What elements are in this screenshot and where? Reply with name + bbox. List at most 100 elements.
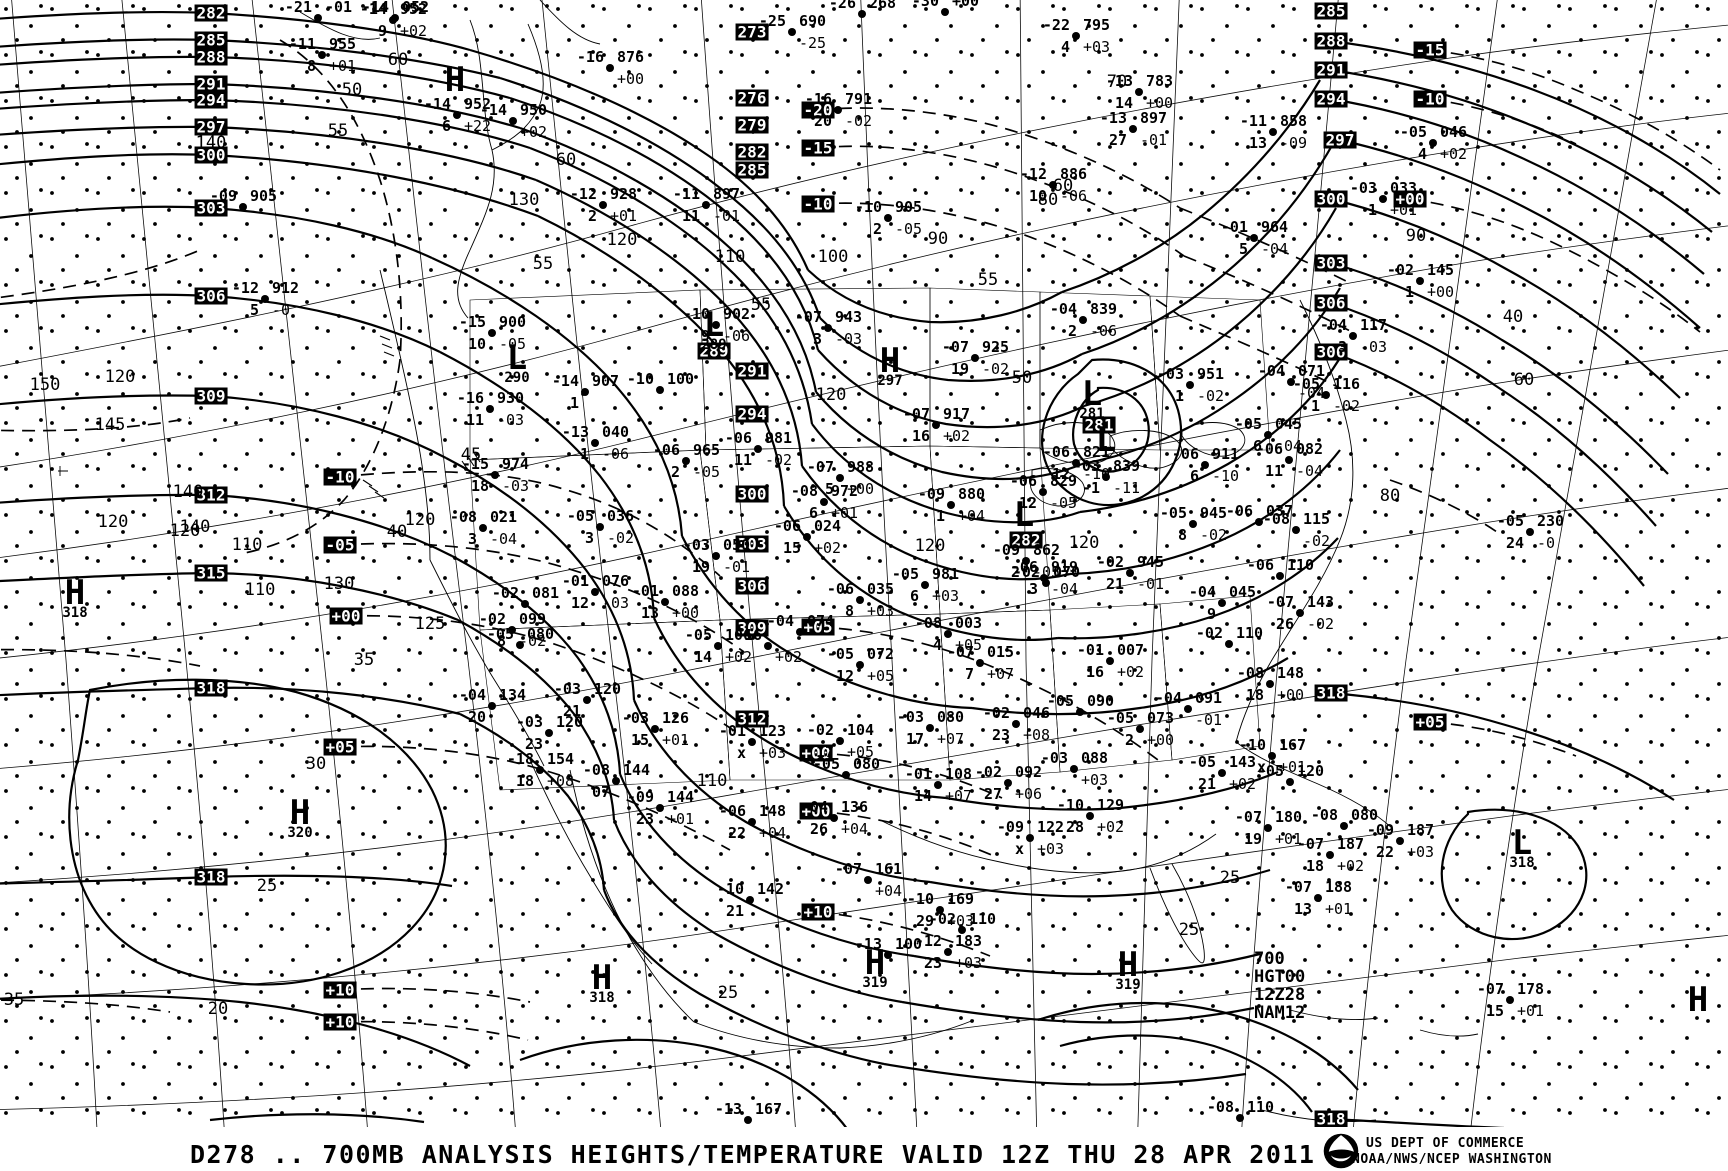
station-height-change: +05 bbox=[955, 636, 983, 654]
isoline-label: 55 bbox=[327, 121, 349, 141]
station-temperature: -05 bbox=[1496, 512, 1524, 530]
station-dot bbox=[1072, 459, 1080, 467]
station-dot bbox=[612, 777, 620, 785]
station-temperature: -05 bbox=[891, 565, 919, 583]
station-dewpoint-depression: 5 bbox=[1238, 240, 1248, 258]
station-height-change: +02 bbox=[1440, 145, 1468, 163]
station-temperature: -09 bbox=[917, 485, 945, 503]
station-height: 930 bbox=[497, 389, 525, 407]
station-dot bbox=[656, 804, 664, 812]
station-temperature: -03 bbox=[515, 713, 543, 731]
station-height: 024 bbox=[814, 517, 842, 535]
height-contour-label: 309 bbox=[735, 618, 769, 638]
temperature-contour-label: +05 bbox=[323, 737, 357, 757]
station-dot bbox=[1322, 391, 1330, 399]
station-height: 045 bbox=[1229, 583, 1257, 601]
isoline-label: 120 bbox=[404, 510, 436, 530]
height-contour-label: 309 bbox=[194, 386, 228, 406]
station-dewpoint-depression: 12 bbox=[835, 667, 854, 685]
station-temperature: -12 bbox=[914, 932, 942, 950]
station-temperature: -09 bbox=[626, 788, 654, 806]
isoline-label: 55 bbox=[977, 270, 999, 290]
station-height: 230 bbox=[1537, 512, 1565, 530]
station-dot bbox=[591, 588, 599, 596]
isoline-label: 150 bbox=[29, 375, 61, 395]
station-height: 919 bbox=[1051, 558, 1079, 576]
station-temperature: -04 bbox=[1188, 583, 1216, 601]
station-height-change: +04 bbox=[875, 882, 903, 900]
station-dewpoint-depression: 2 bbox=[872, 220, 882, 238]
station-temperature: -10 bbox=[626, 370, 654, 388]
station-height-change: -02 bbox=[765, 451, 793, 469]
station-dot bbox=[944, 630, 952, 638]
station-height: 907 bbox=[592, 372, 620, 390]
isoline-label: 110 bbox=[244, 580, 276, 600]
station-dot bbox=[1040, 574, 1048, 582]
station-height-change: +00 bbox=[1427, 283, 1455, 301]
station-temperature: -04 bbox=[1049, 300, 1077, 318]
station-temperature: -04 bbox=[766, 612, 794, 630]
station-dewpoint-depression: 11 bbox=[465, 411, 484, 429]
station-temperature: -07 bbox=[941, 338, 969, 356]
station-height: 035 bbox=[867, 580, 895, 598]
station-height: 187 bbox=[1407, 821, 1435, 839]
station-dot bbox=[856, 596, 864, 604]
station-height: 126 bbox=[662, 709, 690, 727]
station-height-change: -02 bbox=[982, 360, 1010, 378]
station-dewpoint-depression: 23 bbox=[991, 726, 1010, 744]
station-dot bbox=[1250, 234, 1258, 242]
station-dot bbox=[1506, 996, 1514, 1004]
station-height: 100 bbox=[667, 370, 695, 388]
station-dewpoint-depression: 5 bbox=[249, 301, 259, 319]
station-temperature: -08 bbox=[914, 614, 942, 632]
station-dot bbox=[1102, 473, 1110, 481]
station-dot bbox=[509, 117, 517, 125]
station-dot bbox=[606, 64, 614, 72]
station-dewpoint-depression: 18 bbox=[1305, 857, 1324, 875]
station-height: 046 bbox=[1023, 704, 1051, 722]
station-height-change: +00 bbox=[617, 70, 645, 88]
station-temperature: -09 bbox=[996, 818, 1024, 836]
station-height-change: +02 bbox=[1229, 775, 1257, 793]
station-height: 080 bbox=[853, 755, 881, 773]
station-temperature: -22 bbox=[1042, 16, 1070, 34]
station-height: 040 bbox=[602, 423, 630, 441]
low-symbol: L bbox=[1013, 495, 1035, 535]
station-height: 088 bbox=[672, 582, 700, 600]
station-temperature: -08 bbox=[1206, 1098, 1234, 1116]
station-dot bbox=[702, 201, 710, 209]
station-dot bbox=[921, 581, 929, 589]
station-temperature: -10 bbox=[682, 305, 710, 323]
station-dewpoint-depression: x bbox=[1014, 840, 1024, 858]
station-temperature: -15 bbox=[458, 313, 486, 331]
isoline-label: 130 bbox=[508, 190, 540, 210]
station-dot bbox=[651, 725, 659, 733]
station-height: 161 bbox=[875, 860, 903, 878]
station-temperature: -08 bbox=[449, 508, 477, 526]
station-dewpoint-depression: 1 bbox=[569, 394, 579, 412]
station-height-change: +03 bbox=[867, 602, 895, 620]
station-dot bbox=[1264, 824, 1272, 832]
station-temperature: -03 bbox=[682, 536, 710, 554]
station-height-change: -05 bbox=[895, 220, 923, 238]
station-height: 925 bbox=[982, 338, 1010, 356]
station-dewpoint-depression: 7 bbox=[964, 665, 974, 683]
station-height: 783 bbox=[1146, 72, 1174, 90]
station-height-change: -02 bbox=[607, 529, 635, 547]
station-dot bbox=[864, 876, 872, 884]
low-pressure-center: L 281 bbox=[1079, 377, 1104, 421]
station-height: 036 bbox=[607, 507, 635, 525]
station-dot bbox=[516, 641, 524, 649]
station-dewpoint-depression: 10 bbox=[467, 335, 486, 353]
station-dewpoint-depression: 8 bbox=[844, 602, 854, 620]
isoline-label: 90 bbox=[1405, 226, 1427, 246]
station-dot bbox=[391, 14, 399, 22]
station-dewpoint-depression: 16 bbox=[1085, 663, 1104, 681]
temperature-contour-label: +00 bbox=[329, 606, 363, 626]
station-temperature: -04 bbox=[1154, 689, 1182, 707]
station-dewpoint-depression: 9 bbox=[1206, 605, 1216, 623]
station-height: 120 bbox=[556, 713, 584, 731]
isoline-label: 145 bbox=[94, 415, 126, 435]
pressure-center-value: 320 bbox=[287, 825, 313, 841]
height-contour-label: 303 bbox=[735, 534, 769, 554]
